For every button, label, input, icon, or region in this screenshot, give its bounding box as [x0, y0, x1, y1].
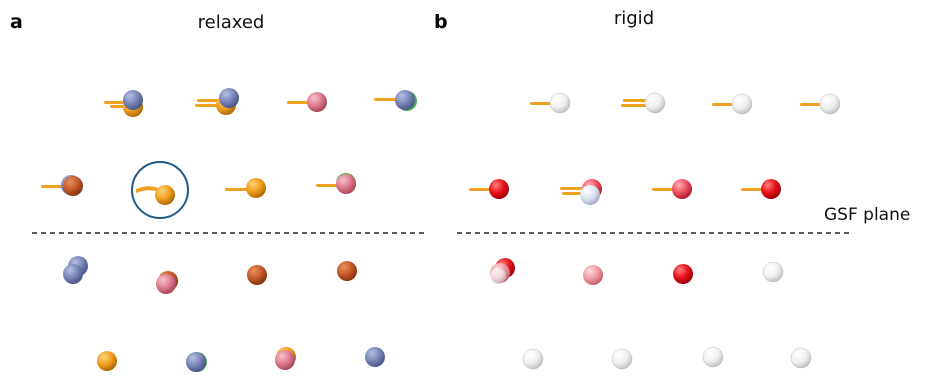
atom-b-r3-2 — [702, 346, 724, 368]
atom-a-r0-2 — [287, 92, 327, 112]
atom-a-r3-0 — [97, 351, 117, 371]
atom-b-r3-0 — [522, 348, 544, 370]
atom-a-r3-1 — [186, 352, 207, 372]
atom-b-r3-3 — [790, 347, 812, 369]
panel-letter-b: b — [434, 11, 448, 33]
atom-a-r2-2 — [247, 265, 267, 285]
atom-a-r1-1-highlighted — [131, 161, 189, 219]
atom-a-r2-3 — [337, 261, 357, 281]
atom-b-r0-3 — [800, 93, 841, 115]
atom-b-r1-0 — [469, 179, 509, 199]
panel-title-relaxed: relaxed — [198, 12, 265, 33]
atom-b-r1-1 — [560, 179, 602, 205]
atom-b-r3-1 — [611, 348, 633, 370]
atom-a-r3-3 — [365, 347, 385, 367]
atom-b-r1-3 — [741, 179, 781, 199]
panel-b-atoms — [469, 92, 841, 370]
atom-a-r0-1 — [195, 88, 239, 115]
atom-a-r1-0 — [41, 175, 83, 196]
atom-a-r0-3 — [374, 90, 417, 111]
panel-a-atoms — [41, 88, 417, 372]
atom-b-r0-1 — [621, 92, 666, 114]
atom-b-r0-0 — [530, 92, 571, 114]
atom-b-r2-0 — [490, 258, 515, 284]
atom-b-r2-1 — [583, 265, 603, 285]
atom-a-r1-3 — [316, 173, 356, 194]
panel-letter-a: a — [10, 11, 23, 33]
panel-title-rigid: rigid — [614, 8, 654, 29]
atom-a-r2-0 — [63, 256, 88, 284]
atom-a-r3-2 — [275, 347, 296, 370]
atom-a-r1-2 — [225, 178, 266, 198]
atom-b-r0-2 — [712, 93, 753, 115]
atom-a-r2-1 — [156, 271, 178, 294]
atom-b-r1-2 — [652, 179, 692, 199]
highlight-circle — [131, 161, 189, 219]
atom-b-r2-3 — [762, 261, 784, 283]
atom-b-r2-2 — [673, 264, 693, 284]
atom-a-r0-0 — [104, 90, 143, 117]
gsf-plane-label: GSF plane — [824, 205, 910, 225]
